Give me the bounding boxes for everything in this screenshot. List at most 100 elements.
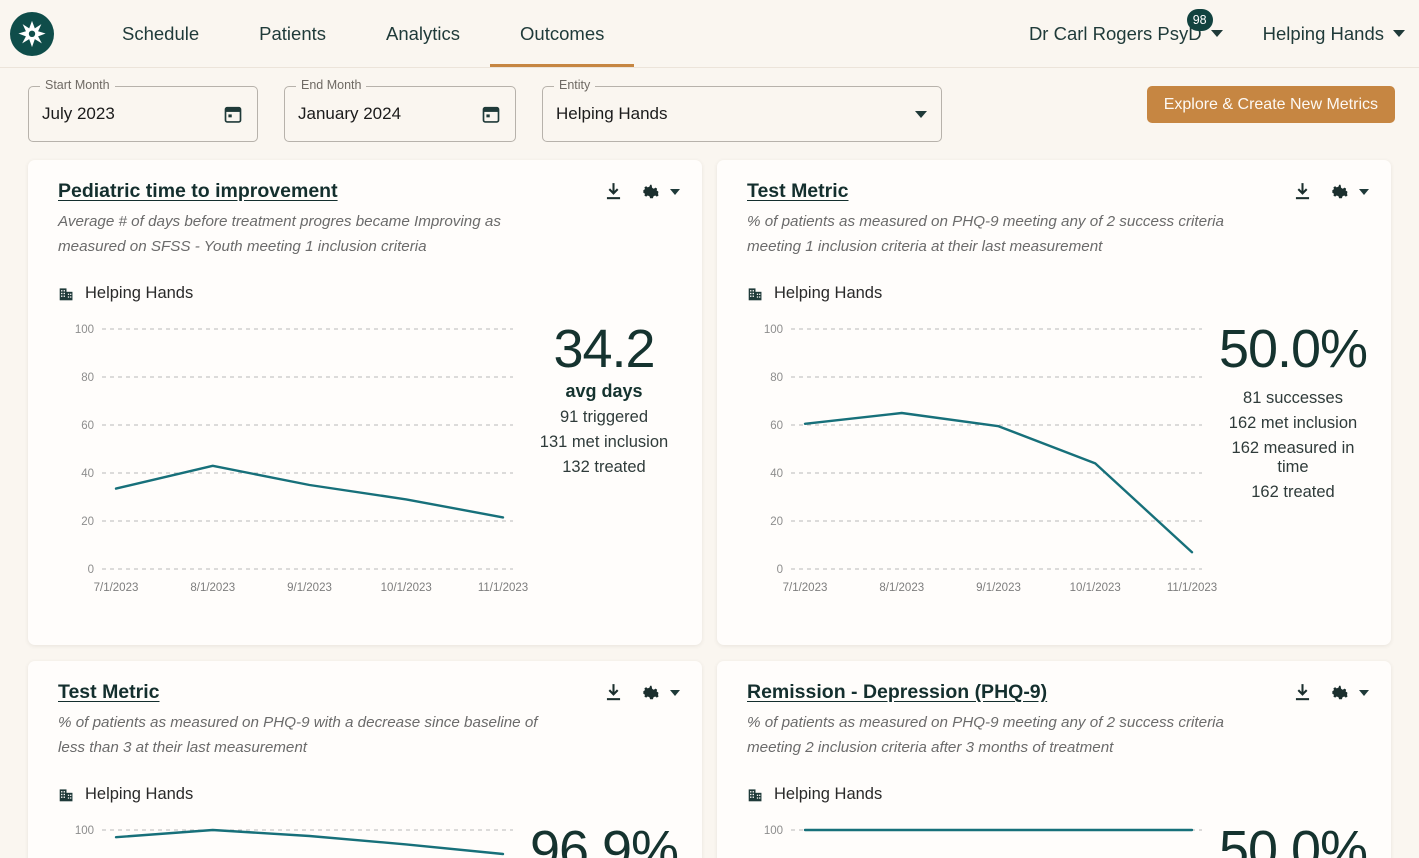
building-icon <box>748 789 762 802</box>
card-body: 0204060801007/1/20238/1/20239/1/202310/1… <box>58 810 680 858</box>
card-description: Average # of days before treatment progr… <box>58 213 501 256</box>
card-header: Remission - Depression (PHQ-9) <box>747 681 1369 704</box>
end-month-value: January 2024 <box>298 104 402 123</box>
svg-text:100: 100 <box>764 825 783 837</box>
card-entity-name: Helping Hands <box>774 784 883 803</box>
card-title[interactable]: Test Metric <box>58 681 160 703</box>
starburst-logo-icon <box>18 20 46 47</box>
explore-create-metrics-button[interactable]: Explore & Create New Metrics <box>1146 86 1395 123</box>
stat-value: 34.2 <box>553 318 655 379</box>
stat-detail: 162 met inclusion <box>1228 414 1358 433</box>
card-actions <box>1295 180 1369 200</box>
entity-select[interactable]: Entity Helping Hands <box>542 79 942 142</box>
metric-card: Remission - Depression (PHQ-9) % of pati… <box>717 661 1391 858</box>
start-month-label: Start Month <box>40 79 115 92</box>
svg-text:60: 60 <box>81 420 94 432</box>
nav-item-patients[interactable]: Patients <box>229 0 356 67</box>
stat-detail: 131 met inclusion <box>539 433 669 452</box>
stat-detail: 91 triggered <box>559 408 649 427</box>
gear-icon <box>1332 685 1348 700</box>
svg-text:100: 100 <box>75 324 94 336</box>
svg-text:20: 20 <box>770 516 783 528</box>
svg-text:7/1/2023: 7/1/2023 <box>94 582 139 594</box>
main-nav: Schedule Patients Analytics Outcomes <box>92 0 635 67</box>
building-icon <box>748 288 762 301</box>
notification-badge[interactable]: 98 <box>1186 8 1213 31</box>
start-month-value: July 2023 <box>42 104 115 123</box>
nav-item-outcomes[interactable]: Outcomes <box>490 0 635 67</box>
card-title[interactable]: Remission - Depression (PHQ-9) <box>747 681 1048 703</box>
chevron-down-icon <box>1359 188 1369 195</box>
download-icon[interactable] <box>606 183 621 200</box>
card-stats: 50.0% 81 successes 162 met inclusion 162… <box>1217 309 1369 609</box>
nav-label: Schedule <box>122 22 200 44</box>
svg-text:0: 0 <box>777 564 783 576</box>
nav-label: Analytics <box>386 22 461 44</box>
svg-text:7/1/2023: 7/1/2023 <box>783 582 828 594</box>
download-icon[interactable] <box>1295 684 1310 701</box>
card-body: 0204060801007/1/20238/1/20239/1/202310/1… <box>747 810 1369 858</box>
stat-unit: avg days <box>565 381 643 402</box>
card-title[interactable]: Pediatric time to improvement <box>58 180 338 202</box>
card-header: Test Metric <box>58 681 680 704</box>
settings-menu[interactable] <box>1332 183 1369 200</box>
chevron-down-icon <box>1359 689 1369 696</box>
download-icon[interactable] <box>1295 183 1310 200</box>
stat-value: 50.0% <box>1218 819 1368 858</box>
card-header: Test Metric <box>747 180 1369 203</box>
start-month-field[interactable]: Start Month July 2023 <box>28 79 258 142</box>
card-entity-row: Helping Hands <box>58 785 680 804</box>
line-chart: 0204060801007/1/20238/1/20239/1/202310/1… <box>75 825 513 855</box>
organization-menu[interactable]: Helping Hands <box>1263 23 1405 45</box>
calendar-icon[interactable] <box>481 104 501 124</box>
svg-text:11/1/2023: 11/1/2023 <box>478 582 528 594</box>
user-menu[interactable]: Dr Carl Rogers PsyD 98 <box>1028 8 1223 45</box>
nav-label: Outcomes <box>520 22 605 44</box>
metric-card: Pediatric time to improvement Average # … <box>28 160 702 645</box>
svg-text:11/1/2023: 11/1/2023 <box>1167 582 1217 594</box>
nav-item-analytics[interactable]: Analytics <box>356 0 490 67</box>
card-entity-name: Helping Hands <box>774 283 883 302</box>
app-logo[interactable] <box>10 11 54 56</box>
settings-menu[interactable] <box>643 684 680 701</box>
gear-icon <box>643 184 659 199</box>
svg-text:8/1/2023: 8/1/2023 <box>190 582 235 594</box>
stat-detail: 162 treated <box>1251 483 1335 502</box>
nav-item-schedule[interactable]: Schedule <box>92 0 229 67</box>
calendar-icon[interactable] <box>223 104 243 124</box>
card-description: % of patients as measured on PHQ-9 meeti… <box>747 213 1224 256</box>
download-icon[interactable] <box>606 684 621 701</box>
svg-text:10/1/2023: 10/1/2023 <box>381 582 432 594</box>
end-month-field[interactable]: End Month January 2024 <box>284 79 516 142</box>
svg-text:100: 100 <box>75 825 94 837</box>
entity-label: Entity <box>554 79 596 92</box>
building-icon <box>59 789 73 802</box>
settings-menu[interactable] <box>643 183 680 200</box>
chevron-down-icon[interactable] <box>915 110 927 118</box>
card-description: % of patients as measured on PHQ-9 meeti… <box>747 714 1224 757</box>
card-description: % of patients as measured on PHQ-9 with … <box>58 714 538 757</box>
settings-menu[interactable] <box>1332 684 1369 701</box>
top-bar-right: Dr Carl Rogers PsyD 98 Helping Hands <box>1028 8 1419 45</box>
gear-icon <box>643 685 659 700</box>
svg-text:60: 60 <box>770 420 783 432</box>
svg-text:80: 80 <box>81 372 94 384</box>
card-stats: 34.2 avg days 91 triggered 131 met inclu… <box>528 309 680 609</box>
card-header: Pediatric time to improvement <box>58 180 680 203</box>
svg-text:8/1/2023: 8/1/2023 <box>879 582 924 594</box>
nav-label: Patients <box>259 22 327 44</box>
chevron-down-icon <box>1393 30 1405 37</box>
chevron-down-icon <box>670 689 680 696</box>
user-name: Dr Carl Rogers PsyD <box>1028 22 1202 44</box>
card-entity-name: Helping Hands <box>85 784 194 803</box>
svg-text:40: 40 <box>770 468 783 480</box>
card-entity-row: Helping Hands <box>747 284 1369 303</box>
chevron-down-icon <box>1210 30 1223 37</box>
svg-text:10/1/2023: 10/1/2023 <box>1070 582 1121 594</box>
svg-text:9/1/2023: 9/1/2023 <box>287 582 332 594</box>
card-title[interactable]: Test Metric <box>747 180 849 202</box>
svg-text:0: 0 <box>88 564 94 576</box>
